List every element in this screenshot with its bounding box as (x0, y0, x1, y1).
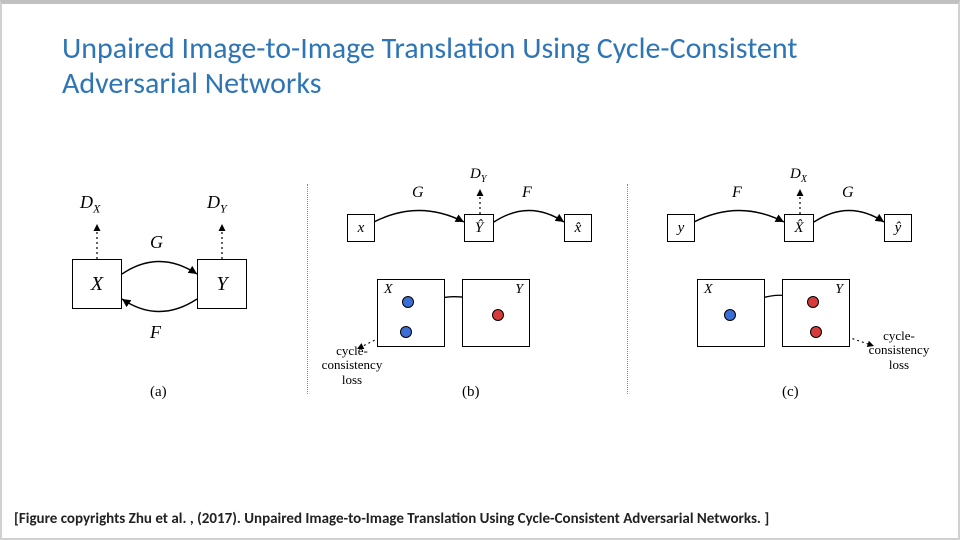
box-xhat-c: X̂ (784, 214, 814, 242)
box-y-small-c: y (667, 214, 695, 242)
label-ccl-b: cycle-consistencyloss (312, 344, 392, 387)
footer-citation: [Figure copyrights Zhu et al. , (2017). … (14, 510, 769, 528)
panel-a: DX DY G F X Y (a) (22, 174, 302, 404)
label-g-b: G (412, 184, 424, 202)
dot-red1-c (807, 296, 819, 308)
label-f-c: F (732, 184, 742, 202)
box-yhat-c: ŷ (884, 214, 912, 242)
dot-blue2-b (400, 326, 412, 338)
page-title: Unpaired Image-to-Image Translation Usin… (2, 4, 958, 111)
dot-red-b (492, 309, 504, 321)
label-g-a: G (150, 232, 163, 253)
box-bigx-b: X (377, 279, 445, 347)
label-f-a: F (150, 322, 161, 343)
divider-2 (627, 184, 628, 394)
box-y-a: Y (197, 259, 247, 309)
label-dx: DX (80, 192, 100, 217)
label-dy-b: DY (470, 166, 486, 185)
panel-b: x Ŷ x̂ G F DY X Y cycle-consistencyloss … (322, 174, 622, 404)
divider-1 (307, 184, 308, 394)
dot-blue-c (724, 309, 736, 321)
caption-a: (a) (150, 384, 167, 401)
label-dx-c: DX (790, 166, 807, 185)
label-f-b: F (522, 184, 532, 202)
panel-c: y X̂ ŷ F G DX X Y cycle-consistencyloss … (642, 174, 942, 404)
figure-area: DX DY G F X Y (a) x (22, 174, 942, 434)
caption-b: (b) (462, 384, 480, 401)
box-xhat-b: x̂ (564, 214, 592, 242)
caption-c: (c) (782, 384, 799, 401)
label-dy: DY (207, 192, 227, 217)
box-yhat-b: Ŷ (464, 214, 494, 242)
dot-blue1-b (402, 296, 414, 308)
label-ccl-c: cycle-consistencyloss (854, 329, 944, 372)
label-g-c: G (842, 184, 854, 202)
panel-a-arrows (22, 174, 302, 404)
box-x-small-b: x (347, 214, 375, 242)
box-x-a: X (72, 259, 122, 309)
dot-red2-c (810, 326, 822, 338)
